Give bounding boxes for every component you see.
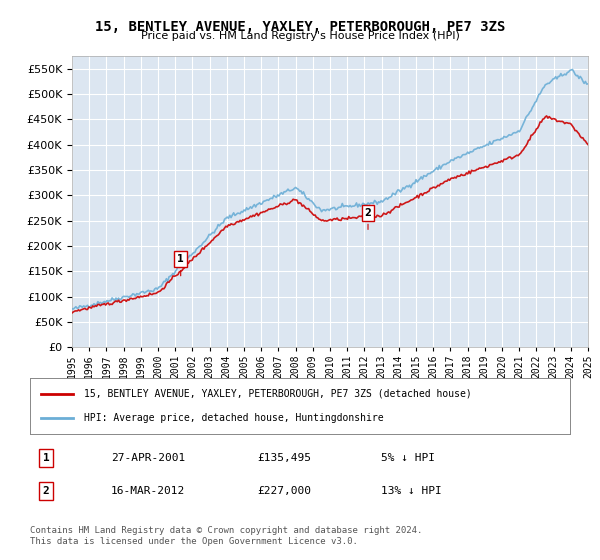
Text: 2: 2 [43, 486, 50, 496]
Text: £135,495: £135,495 [257, 453, 311, 463]
Text: 1: 1 [43, 453, 50, 463]
Text: Contains HM Land Registry data © Crown copyright and database right 2024.
This d: Contains HM Land Registry data © Crown c… [30, 526, 422, 546]
Text: 15, BENTLEY AVENUE, YAXLEY, PETERBOROUGH, PE7 3ZS (detached house): 15, BENTLEY AVENUE, YAXLEY, PETERBOROUGH… [84, 389, 472, 399]
Text: 1: 1 [178, 254, 184, 276]
Text: 2: 2 [365, 208, 371, 230]
Text: HPI: Average price, detached house, Huntingdonshire: HPI: Average price, detached house, Hunt… [84, 413, 383, 423]
Text: 15, BENTLEY AVENUE, YAXLEY, PETERBOROUGH, PE7 3ZS: 15, BENTLEY AVENUE, YAXLEY, PETERBOROUGH… [95, 20, 505, 34]
Text: 16-MAR-2012: 16-MAR-2012 [111, 486, 185, 496]
Text: 27-APR-2001: 27-APR-2001 [111, 453, 185, 463]
Text: 5% ↓ HPI: 5% ↓ HPI [381, 453, 435, 463]
Text: Price paid vs. HM Land Registry's House Price Index (HPI): Price paid vs. HM Land Registry's House … [140, 31, 460, 41]
Text: 13% ↓ HPI: 13% ↓ HPI [381, 486, 442, 496]
Text: £227,000: £227,000 [257, 486, 311, 496]
